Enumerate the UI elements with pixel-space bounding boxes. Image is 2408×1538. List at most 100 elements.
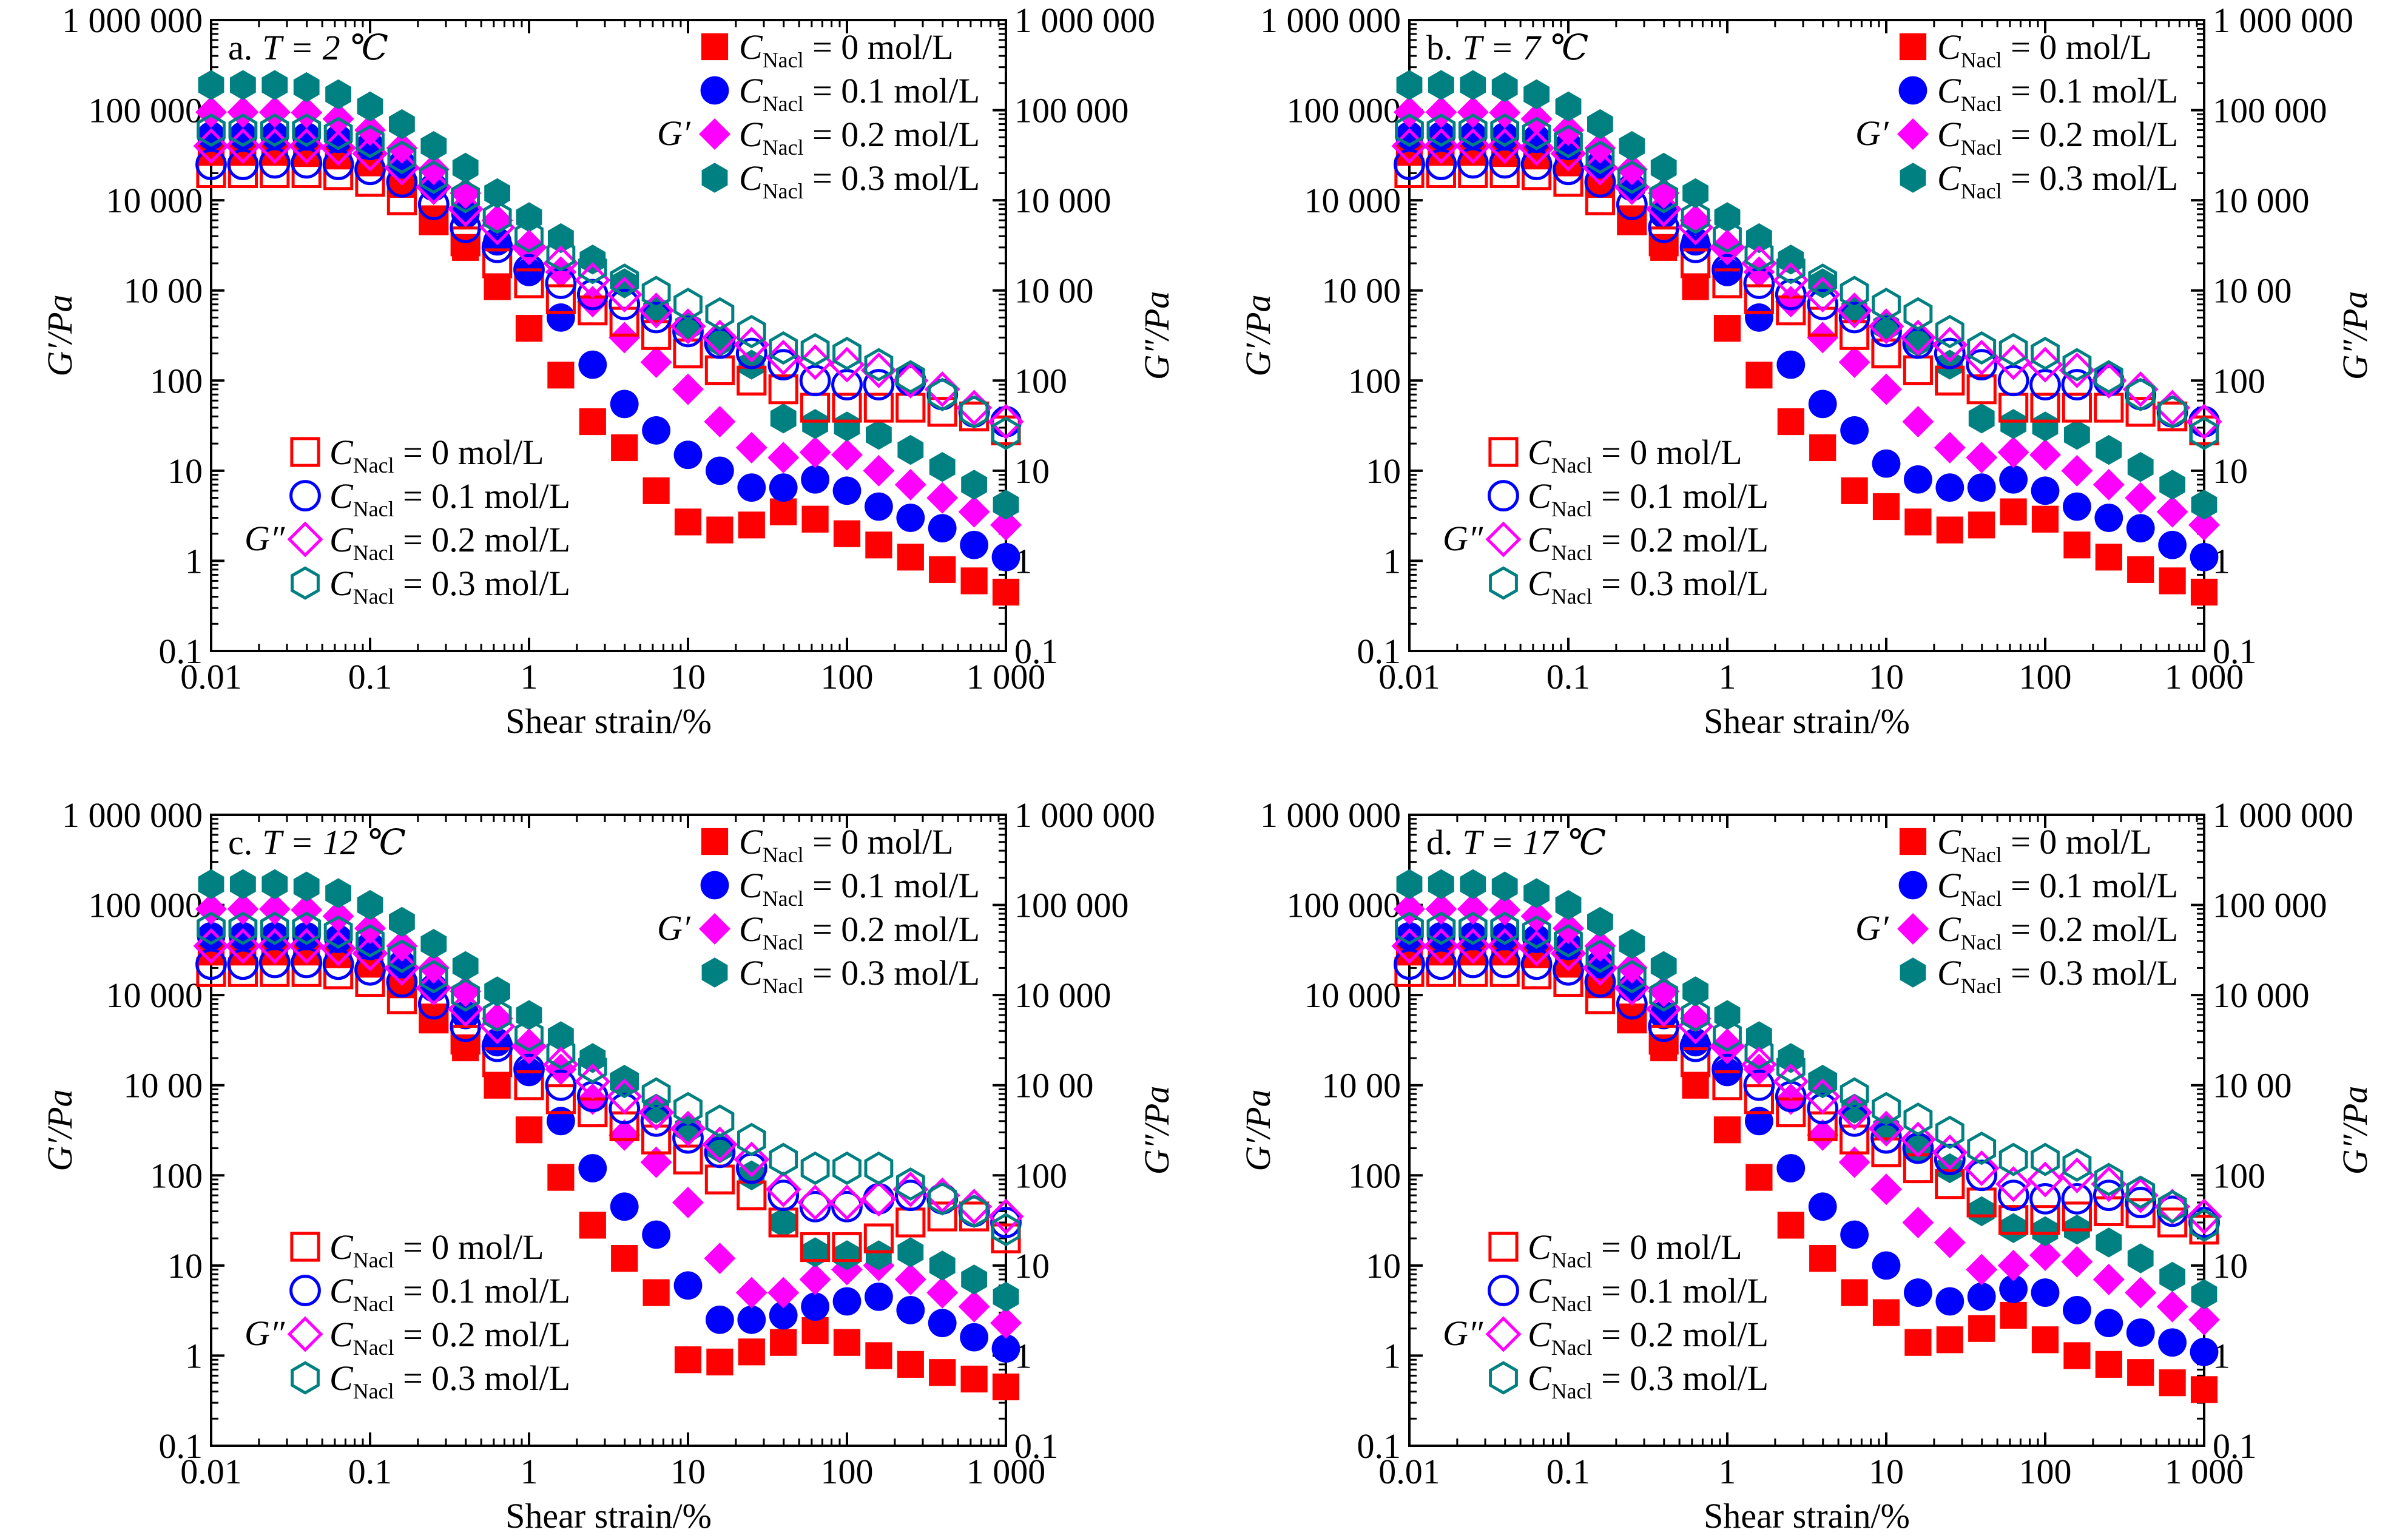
data-point <box>1744 238 1774 272</box>
data-point <box>801 1292 830 1321</box>
data-point <box>1614 970 1650 1006</box>
legend-entry-label: CNacl = 0.1 mol/L <box>329 476 570 521</box>
data-point <box>386 132 418 164</box>
data-point <box>1617 160 1647 194</box>
data-point <box>834 411 860 442</box>
data-point <box>1457 147 1489 179</box>
legend-marker <box>289 1275 321 1306</box>
y-left-tick-label: 1 <box>1383 541 1401 581</box>
data-point <box>1807 1119 1839 1151</box>
x-tick-label: 1 <box>1719 657 1736 696</box>
data-point <box>1807 288 1839 320</box>
y-left-tick-label: 10 000 <box>1304 976 1401 1015</box>
data-point <box>892 1171 929 1207</box>
data-point <box>961 470 987 500</box>
data-point <box>1428 70 1454 100</box>
data-point <box>2096 434 2122 465</box>
data-point <box>545 1069 577 1101</box>
data-point <box>357 889 383 920</box>
data-point <box>1395 922 1424 951</box>
data-point <box>2126 514 2155 543</box>
data-point <box>1935 1115 1965 1149</box>
y-left-tick-label: 1 <box>185 541 203 581</box>
data-point <box>863 1223 894 1253</box>
data-point <box>2094 1309 2123 1338</box>
panel-title: b. T = 7 ℃ <box>1426 28 1588 67</box>
y-left-tick-label: 1 000 000 <box>62 1 203 40</box>
data-point <box>228 911 258 945</box>
data-point <box>735 431 767 464</box>
data-point <box>1905 326 1931 357</box>
data-point <box>1395 121 1424 150</box>
data-point <box>988 403 1024 440</box>
legend-marker <box>1897 913 1929 945</box>
data-point <box>863 393 894 423</box>
data-point <box>1904 508 1932 536</box>
data-point <box>419 205 449 235</box>
legend-marker <box>1488 437 1519 467</box>
y-axis-label-right: G″/Pa <box>2335 291 2375 380</box>
data-point <box>895 1167 925 1201</box>
data-point <box>1649 978 1679 1012</box>
legend-marker <box>290 437 320 467</box>
data-point <box>1968 511 1995 539</box>
data-point <box>323 959 354 990</box>
legend-marker <box>1489 1361 1518 1395</box>
data-point <box>2029 1182 2061 1215</box>
y-left-tick-label: 10 <box>167 1246 203 1286</box>
data-point <box>1712 268 1742 298</box>
data-point <box>865 1342 892 1369</box>
y-left-tick-label: 100 <box>1348 1156 1401 1195</box>
data-point <box>479 1008 516 1045</box>
data-point <box>1743 1069 1775 1101</box>
data-point <box>674 508 702 536</box>
legend-entry-label: CNacl = 0.2 mol/L <box>739 909 980 954</box>
legend-entry-label: CNacl = 0 mol/L <box>1528 433 1742 477</box>
data-point <box>482 248 513 278</box>
data-point <box>2031 1326 2059 1354</box>
data-point <box>670 308 706 345</box>
data-point <box>2157 1207 2188 1238</box>
data-point <box>2186 403 2222 440</box>
y-axis-label-left: G′/Pa <box>1238 1089 1278 1171</box>
data-point <box>2063 531 2091 559</box>
y-left-tick-label: 10 <box>167 451 203 491</box>
data-point <box>383 149 420 186</box>
data-point <box>770 403 797 434</box>
data-point <box>2188 1304 2220 1336</box>
x-tick-label: 1 000 <box>966 1452 1046 1491</box>
data-point <box>610 390 639 419</box>
data-point <box>1584 132 1616 164</box>
data-point <box>1902 406 1934 438</box>
data-point <box>386 166 418 198</box>
legend-marker <box>701 33 729 61</box>
legend-entry-label: CNacl = 0 mol/L <box>1937 27 2152 72</box>
data-point <box>547 362 575 389</box>
data-point <box>1425 149 1457 180</box>
legend-entry-label: CNacl = 0 mol/L <box>739 27 954 72</box>
data-point <box>610 263 639 297</box>
y-right-tick-label: 100 000 <box>2213 91 2327 130</box>
data-point <box>1903 1102 1933 1136</box>
data-point <box>2095 544 2122 571</box>
series-storage-0 <box>1395 939 2218 1403</box>
data-point <box>929 1250 956 1281</box>
data-point <box>1968 1196 1995 1227</box>
data-point <box>2027 346 2063 383</box>
plot-frame <box>210 19 1007 652</box>
y-right-tick-label: 1 000 000 <box>2213 1 2353 40</box>
data-point <box>2157 395 2187 429</box>
data-point <box>1870 1173 1902 1206</box>
y-left-tick-label: 100 000 <box>1287 91 1401 130</box>
legend-marker <box>1900 163 1926 193</box>
data-point <box>2190 1376 2218 1403</box>
data-point <box>1868 308 1904 345</box>
data-point <box>1997 1179 2029 1212</box>
data-point <box>831 369 863 400</box>
data-point <box>227 948 259 980</box>
data-point <box>866 1240 892 1270</box>
data-point <box>1681 200 1710 234</box>
y-left-tick-label: 100 000 <box>1287 886 1401 925</box>
data-point <box>701 1126 738 1162</box>
data-point <box>2000 1213 2026 1243</box>
